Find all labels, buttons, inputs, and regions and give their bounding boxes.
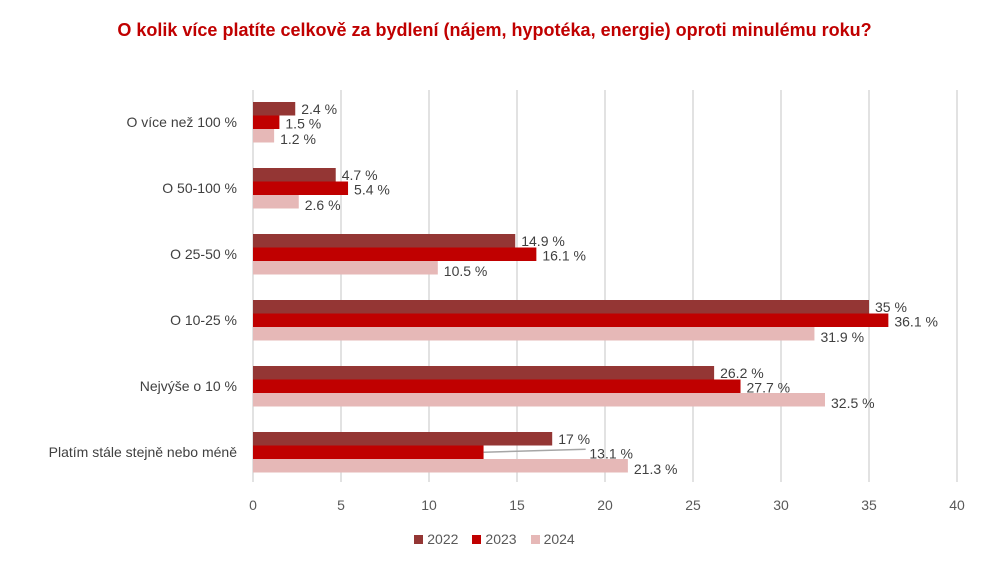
legend-item-2024: 2024: [530, 531, 575, 547]
data-label: 2.4 %: [301, 101, 337, 117]
data-label: 13.1 %: [589, 445, 633, 461]
legend-label: 2024: [543, 531, 575, 547]
bar-2024: [253, 195, 299, 209]
legend-label: 2022: [427, 531, 459, 547]
legend-label: 2023: [485, 531, 517, 547]
category-label: O 10-25 %: [170, 312, 237, 328]
bar-2022: [253, 168, 336, 182]
data-label: 21.3 %: [634, 461, 678, 477]
category-label: Platím stále stejně nebo méně: [49, 444, 238, 460]
legend: 2022 2023 2024: [0, 531, 989, 547]
legend-swatch: [530, 534, 540, 544]
data-label: 5.4 %: [354, 181, 390, 197]
bar-2023: [253, 313, 889, 327]
legend-item-2022: 2022: [414, 531, 458, 547]
bar-2023: [253, 247, 537, 261]
category-label: O 50-100 %: [162, 180, 237, 196]
bar-2024: [253, 129, 275, 143]
data-label: 10.5 %: [444, 263, 488, 279]
data-label: 26.2 %: [720, 365, 764, 381]
x-tick-label: 15: [509, 497, 525, 513]
bar-2024: [253, 261, 438, 275]
legend-item-2023: 2023: [472, 531, 517, 547]
chart-title: O kolik více platíte celkově za bydlení …: [117, 20, 872, 40]
bar-2023: [253, 181, 349, 195]
bar-2024: [253, 327, 815, 341]
x-tick-label: 40: [949, 497, 965, 513]
data-label: 31.9 %: [820, 329, 864, 345]
bar-2022: [253, 102, 296, 116]
bar-2022: [253, 366, 715, 380]
category-label: O více než 100 %: [126, 114, 237, 130]
bar-2023: [253, 379, 741, 393]
data-label: 4.7 %: [342, 167, 378, 183]
bar-2024: [253, 393, 825, 407]
x-tick-label: 30: [773, 497, 789, 513]
data-label: 36.1 %: [894, 313, 938, 329]
category-label: O 25-50 %: [170, 246, 237, 262]
data-label: 27.7 %: [747, 379, 791, 395]
leader-line: [483, 448, 586, 453]
data-label: 16.1 %: [542, 247, 586, 263]
legend-swatch: [414, 534, 424, 544]
x-tick-label: 25: [685, 497, 701, 513]
category-label: Nejvýše o 10 %: [140, 378, 237, 394]
bar-2022: [253, 300, 869, 314]
data-label: 14.9 %: [521, 233, 565, 249]
x-tick-label: 5: [337, 497, 345, 513]
legend-swatch: [472, 534, 482, 544]
data-label: 1.2 %: [280, 131, 316, 147]
data-label: 35 %: [875, 299, 907, 315]
data-label: 1.5 %: [285, 115, 321, 131]
x-tick-label: 10: [421, 497, 437, 513]
bar-2022: [253, 234, 516, 248]
bar-2022: [253, 432, 553, 446]
x-tick-label: 20: [597, 497, 613, 513]
bar-2023: [253, 445, 484, 459]
bar-2023: [253, 115, 280, 129]
x-tick-label: 35: [861, 497, 877, 513]
data-label: 32.5 %: [831, 395, 875, 411]
data-label: 2.6 %: [305, 197, 341, 213]
x-tick-label: 0: [249, 497, 257, 513]
data-label: 17 %: [558, 431, 590, 447]
bar-2024: [253, 459, 628, 473]
